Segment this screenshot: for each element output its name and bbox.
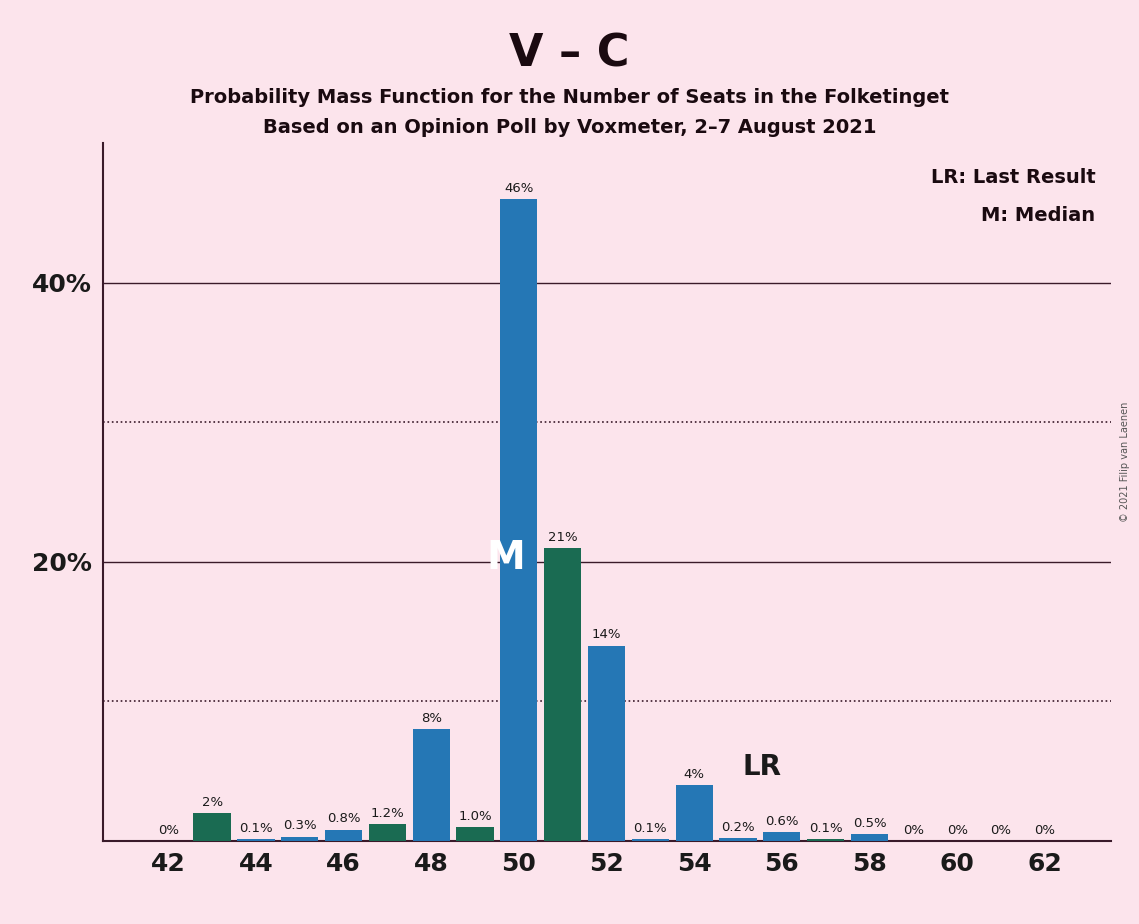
Bar — [675, 785, 713, 841]
Bar — [412, 729, 450, 841]
Text: LR: Last Result: LR: Last Result — [931, 167, 1096, 187]
Bar — [194, 813, 231, 841]
Text: 0.1%: 0.1% — [633, 822, 667, 835]
Bar — [808, 839, 844, 841]
Text: © 2021 Filip van Laenen: © 2021 Filip van Laenen — [1121, 402, 1130, 522]
Bar — [632, 839, 669, 841]
Bar — [281, 836, 319, 841]
Text: 2%: 2% — [202, 796, 222, 808]
Text: M: Median: M: Median — [982, 206, 1096, 225]
Bar — [588, 646, 625, 841]
Bar — [500, 199, 538, 841]
Text: 0.6%: 0.6% — [765, 815, 798, 828]
Text: 0.5%: 0.5% — [853, 817, 886, 830]
Text: 0%: 0% — [947, 823, 968, 836]
Bar — [763, 833, 801, 841]
Text: 0%: 0% — [903, 823, 924, 836]
Bar — [369, 824, 405, 841]
Text: 21%: 21% — [548, 530, 577, 543]
Bar — [237, 839, 274, 841]
Bar — [325, 830, 362, 841]
Text: 14%: 14% — [592, 628, 621, 641]
Text: 0.8%: 0.8% — [327, 812, 360, 825]
Text: M: M — [486, 540, 525, 578]
Text: 8%: 8% — [420, 712, 442, 725]
Text: V – C: V – C — [509, 32, 630, 76]
Text: 0.1%: 0.1% — [239, 822, 272, 835]
Text: Based on an Opinion Poll by Voxmeter, 2–7 August 2021: Based on an Opinion Poll by Voxmeter, 2–… — [263, 118, 876, 138]
Text: 1.0%: 1.0% — [458, 809, 492, 822]
Text: Probability Mass Function for the Number of Seats in the Folketinget: Probability Mass Function for the Number… — [190, 88, 949, 107]
Text: 1.2%: 1.2% — [370, 807, 404, 820]
Text: 46%: 46% — [505, 182, 533, 195]
Text: 4%: 4% — [683, 768, 705, 781]
Bar — [720, 838, 756, 841]
Bar — [851, 833, 888, 841]
Text: 0.1%: 0.1% — [809, 822, 843, 835]
Text: 0.2%: 0.2% — [721, 821, 755, 833]
Text: 0%: 0% — [1034, 823, 1056, 836]
Bar — [544, 548, 581, 841]
Text: 0%: 0% — [157, 823, 179, 836]
Bar — [457, 827, 493, 841]
Text: LR: LR — [743, 753, 781, 781]
Text: 0%: 0% — [991, 823, 1011, 836]
Text: 0.3%: 0.3% — [282, 820, 317, 833]
